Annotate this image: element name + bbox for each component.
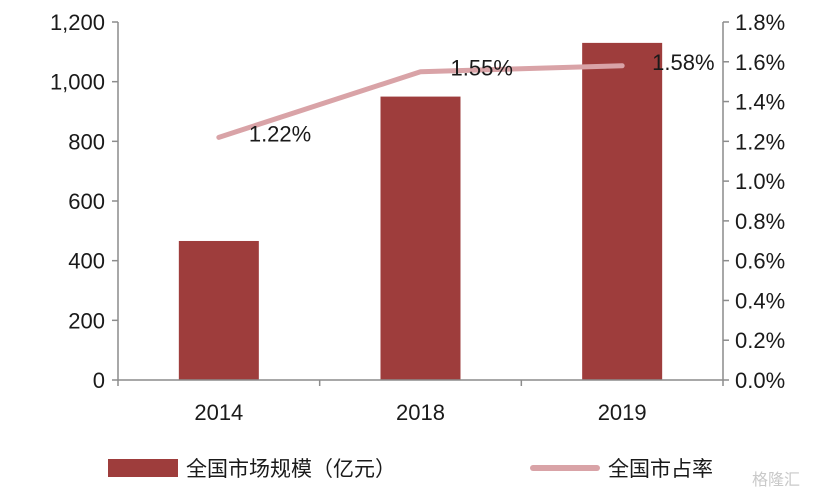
- x-tick-label: 2019: [598, 400, 647, 425]
- share-data-label: 1.22%: [249, 121, 311, 146]
- legend-bar-entry: 全国市场规模（亿元）: [108, 452, 396, 484]
- left-tick-label: 0: [93, 368, 105, 393]
- bar-2014: [178, 240, 259, 380]
- left-tick-label: 400: [68, 249, 105, 274]
- watermark: 格隆汇: [752, 470, 801, 489]
- right-tick-label: 0.4%: [735, 288, 785, 313]
- right-tick-label: 0.0%: [735, 368, 785, 393]
- share-line: [216, 63, 625, 140]
- bar-2019: [582, 42, 663, 381]
- right-tick-label: 1.6%: [735, 50, 785, 75]
- left-tick-label: 800: [68, 129, 105, 154]
- right-tick-label: 1.8%: [735, 10, 785, 35]
- right-tick-label: 1.4%: [735, 90, 785, 115]
- right-tick-label: 1.0%: [735, 169, 785, 194]
- x-tick-label: 2014: [194, 400, 243, 425]
- legend-bar-label: 全国市场规模（亿元）: [186, 457, 396, 481]
- right-tick-label: 0.2%: [735, 328, 785, 353]
- bar-2018: [380, 96, 461, 380]
- left-tick-label: 1,200: [50, 10, 105, 35]
- right-tick-label: 0.8%: [735, 209, 785, 234]
- share-data-label: 1.58%: [652, 50, 714, 75]
- right-tick-label: 1.2%: [735, 129, 785, 154]
- legend-line-swatch: [530, 465, 600, 471]
- share-data-label: 1.55%: [451, 56, 513, 81]
- left-tick-label: 200: [68, 308, 105, 333]
- x-tick-label: 2018: [396, 400, 445, 425]
- right-tick-label: 0.6%: [735, 249, 785, 274]
- legend-bar-swatch: [108, 459, 178, 477]
- legend-line-entry: 全国市占率: [530, 452, 713, 484]
- left-tick-label: 600: [68, 189, 105, 214]
- left-tick-label: 1,000: [50, 70, 105, 95]
- legend-line-label: 全国市占率: [608, 457, 713, 481]
